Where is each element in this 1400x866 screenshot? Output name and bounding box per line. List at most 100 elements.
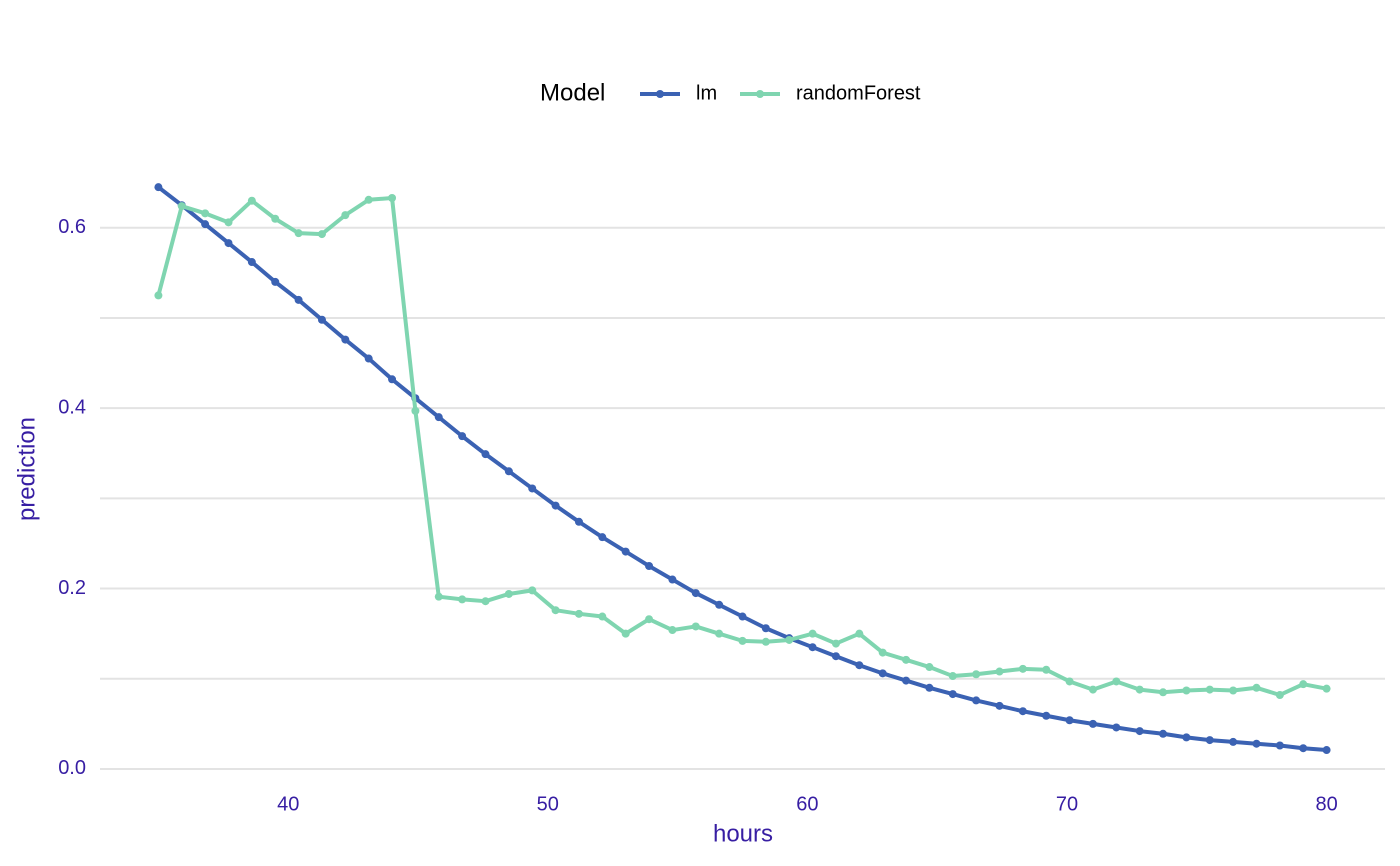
data-point: [294, 229, 303, 238]
legend-swatch-point: [756, 90, 764, 98]
legend-swatch-point: [656, 90, 664, 98]
data-point: [1252, 683, 1261, 692]
data-point: [458, 432, 467, 441]
data-point: [621, 547, 630, 556]
data-point: [1229, 737, 1238, 746]
y-tick-label: 0.2: [58, 577, 86, 599]
data-point: [434, 592, 443, 601]
data-point: [341, 335, 350, 344]
legend-label: randomForest: [796, 82, 921, 104]
data-point: [528, 484, 537, 493]
data-point: [855, 629, 864, 638]
data-point: [738, 612, 747, 621]
data-point: [271, 214, 280, 223]
data-point: [1299, 680, 1308, 689]
data-point: [1229, 686, 1238, 695]
y-tick-label: 0.0: [58, 757, 86, 779]
data-point: [224, 239, 233, 248]
data-point: [1322, 684, 1331, 693]
legend-label: lm: [696, 82, 717, 104]
data-point: [1252, 739, 1261, 748]
data-point: [551, 501, 560, 510]
x-axis-label: hours: [713, 820, 773, 847]
data-point: [341, 211, 350, 220]
data-point: [691, 589, 700, 598]
y-tick-label: 0.6: [58, 216, 86, 238]
series-line: [157, 185, 1327, 753]
data-point: [504, 467, 513, 476]
data-point: [1042, 665, 1051, 674]
x-tick-label: 50: [537, 793, 559, 815]
data-point: [364, 195, 373, 204]
data-point: [668, 575, 677, 584]
data-point: [1042, 711, 1051, 720]
data-point: [808, 629, 817, 638]
data-point: [551, 606, 560, 615]
data-point: [1322, 746, 1331, 755]
data-point: [1205, 685, 1214, 694]
x-tick-label: 60: [796, 793, 818, 815]
data-point: [1205, 736, 1214, 745]
data-point: [388, 375, 397, 384]
data-point: [972, 696, 981, 705]
data-point: [411, 406, 420, 415]
data-point: [294, 295, 303, 304]
data-point: [574, 609, 583, 618]
data-point: [1135, 727, 1144, 736]
data-point: [481, 597, 490, 606]
data-point: [271, 277, 280, 286]
data-point: [247, 196, 256, 205]
data-point: [878, 648, 887, 657]
data-point: [738, 636, 747, 645]
data-point: [995, 701, 1004, 710]
data-point: [1159, 688, 1168, 697]
data-point: [1135, 685, 1144, 694]
data-point: [808, 643, 817, 652]
data-point: [224, 218, 233, 227]
data-point: [902, 676, 911, 685]
data-point: [1018, 664, 1027, 673]
data-point: [1088, 719, 1097, 728]
data-point: [668, 626, 677, 635]
data-point: [691, 622, 700, 631]
data-point: [154, 291, 163, 300]
data-point: [902, 655, 911, 664]
data-point: [1112, 723, 1121, 732]
data-point: [1018, 707, 1027, 716]
data-point: [247, 258, 256, 267]
data-point: [855, 661, 864, 670]
data-point: [154, 183, 163, 192]
data-point: [831, 639, 840, 648]
data-point: [1112, 677, 1121, 686]
data-point: [201, 220, 210, 229]
y-tick-label: 0.4: [58, 396, 86, 418]
data-point: [715, 629, 724, 638]
data-point: [761, 624, 770, 633]
data-point: [388, 193, 397, 202]
data-point: [645, 615, 654, 624]
data-point: [645, 562, 654, 571]
x-tick-label: 80: [1315, 793, 1337, 815]
data-point: [995, 667, 1004, 676]
data-point: [528, 586, 537, 595]
x-tick-label: 40: [277, 793, 299, 815]
data-point: [1065, 716, 1074, 725]
data-point: [948, 672, 957, 681]
data-point: [1299, 744, 1308, 753]
data-point: [972, 670, 981, 679]
data-point: [317, 315, 326, 324]
data-point: [785, 635, 794, 644]
data-point: [201, 209, 210, 218]
y-axis-label: prediction: [13, 417, 40, 521]
data-point: [481, 450, 490, 459]
x-tick-label: 70: [1056, 793, 1078, 815]
data-point: [1065, 677, 1074, 686]
data-point: [621, 629, 630, 638]
legend-title: Model: [540, 79, 605, 106]
data-point: [925, 663, 934, 672]
data-point: [1182, 733, 1191, 742]
data-point: [504, 589, 513, 598]
data-point: [317, 230, 326, 239]
data-point: [925, 683, 934, 692]
